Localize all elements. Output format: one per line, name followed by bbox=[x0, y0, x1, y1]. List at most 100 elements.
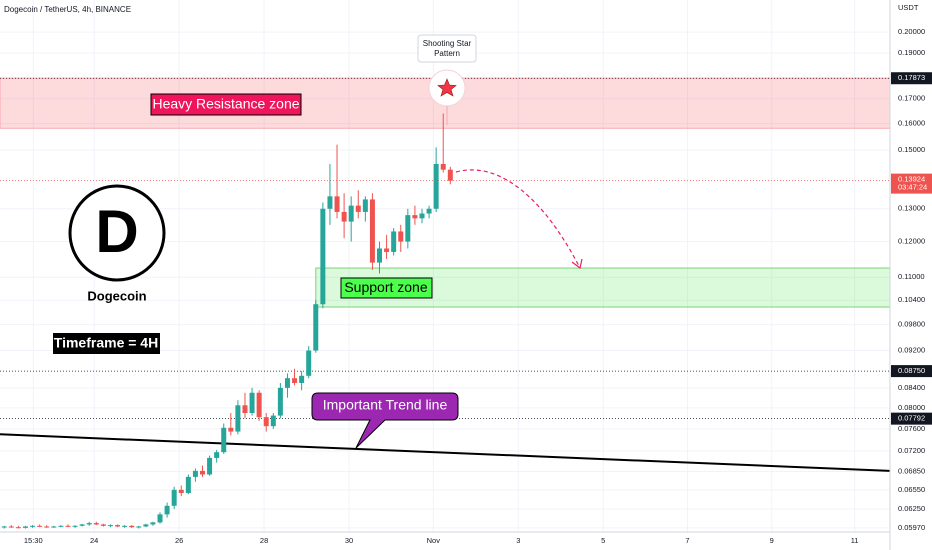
candle-body bbox=[8, 526, 14, 528]
y-tick-label: 0.15000 bbox=[898, 145, 925, 154]
candle-body bbox=[79, 524, 85, 526]
candle-body bbox=[72, 525, 78, 527]
support-label: Support zone bbox=[344, 279, 427, 295]
candle-body bbox=[51, 526, 57, 528]
axes: 0.20000 0.19000 0.17000 0.16000 0.15000 0.130… bbox=[24, 27, 932, 545]
candle-body bbox=[235, 405, 241, 432]
y-tick-label: 0.06550 bbox=[898, 485, 925, 494]
candle-body bbox=[65, 525, 71, 527]
x-tick-label: 26 bbox=[175, 536, 183, 545]
annotations: Heavy Resistance zone Support zone Timefra… bbox=[53, 34, 477, 449]
current-price-box bbox=[891, 173, 932, 194]
y-tick-label: 0.10400 bbox=[898, 295, 925, 304]
candle-body bbox=[228, 427, 234, 432]
candle-body bbox=[362, 199, 368, 212]
logo-name: Dogecoin bbox=[87, 288, 146, 303]
x-tick-label: 15:30 bbox=[24, 536, 43, 545]
candle-body bbox=[37, 525, 43, 527]
candle-body bbox=[214, 452, 220, 458]
trend-line bbox=[0, 433, 891, 472]
candle-body bbox=[199, 470, 205, 475]
candle-body bbox=[178, 489, 184, 493]
level-label: 0.07792 bbox=[898, 414, 925, 423]
x-tick-label: 3 bbox=[516, 536, 520, 545]
x-tick-label: 28 bbox=[260, 536, 268, 545]
y-axis-unit: USDT bbox=[898, 3, 919, 12]
candle-body bbox=[306, 350, 312, 376]
candle-body bbox=[185, 476, 191, 493]
candle-body bbox=[129, 525, 135, 528]
candle-body bbox=[292, 378, 298, 383]
resistance-label: Heavy Resistance zone bbox=[152, 96, 299, 112]
candle-body bbox=[100, 524, 106, 526]
pattern-note-box bbox=[417, 34, 477, 63]
x-tick-label: 7 bbox=[685, 536, 689, 545]
candle-body bbox=[192, 470, 198, 477]
candle-body bbox=[377, 248, 383, 263]
candle-body bbox=[93, 523, 99, 525]
y-tick-label: 0.13000 bbox=[898, 204, 925, 213]
level-label: 0.08750 bbox=[898, 366, 925, 375]
candle-body bbox=[157, 514, 163, 523]
candle-body bbox=[249, 392, 255, 413]
candle-body bbox=[242, 405, 248, 413]
candle-body bbox=[447, 169, 453, 181]
level-label-box bbox=[891, 72, 932, 85]
candle-body bbox=[86, 523, 92, 525]
candle-body bbox=[115, 525, 121, 527]
y-tick-label: 0.06850 bbox=[898, 466, 925, 475]
resistance-label-box bbox=[150, 93, 302, 116]
projection-arrow-head bbox=[571, 258, 583, 270]
timeframe-label: Timeframe = 4H bbox=[54, 335, 158, 351]
level-label: 0.17873 bbox=[898, 73, 925, 82]
candle-body bbox=[433, 163, 439, 209]
candle-body bbox=[391, 231, 397, 252]
trend-label-box bbox=[311, 392, 459, 449]
candle-body bbox=[270, 415, 276, 427]
grid bbox=[0, 0, 890, 532]
candle-body bbox=[1, 526, 7, 528]
x-tick-label: 24 bbox=[90, 536, 98, 545]
candle-body bbox=[440, 163, 446, 170]
y-tick-label: 0.16000 bbox=[898, 119, 925, 128]
trend-label: Important Trend line bbox=[323, 397, 448, 413]
y-tick-label: 0.08400 bbox=[898, 383, 925, 392]
candle-body bbox=[150, 522, 156, 525]
candle-body bbox=[256, 392, 262, 418]
candle-body bbox=[384, 248, 390, 252]
candle-body bbox=[355, 205, 361, 212]
countdown-label: 03:47:24 bbox=[898, 183, 927, 192]
y-tick-label: 0.17000 bbox=[898, 94, 925, 103]
candle-body bbox=[107, 525, 113, 527]
candle-body bbox=[164, 505, 170, 515]
candle-body bbox=[369, 199, 375, 263]
x-tick-label: 5 bbox=[601, 536, 605, 545]
level-label-box bbox=[891, 365, 932, 378]
y-tick-label: 0.09800 bbox=[898, 320, 925, 329]
logo-circle bbox=[68, 184, 166, 282]
timeframe-box bbox=[53, 333, 160, 354]
candle-body bbox=[207, 457, 213, 475]
candle-body bbox=[398, 231, 404, 242]
candle-body bbox=[348, 205, 354, 222]
y-tick-label: 0.19000 bbox=[898, 48, 925, 57]
candle-body bbox=[58, 525, 64, 527]
y-tick-label: 0.11000 bbox=[898, 272, 925, 281]
y-tick-label: 0.05970 bbox=[898, 523, 925, 532]
y-tick-label: 0.12000 bbox=[898, 237, 925, 246]
candle-body bbox=[30, 525, 36, 527]
candle-body bbox=[284, 378, 290, 388]
candle-body bbox=[277, 387, 283, 416]
x-tick-label: 11 bbox=[851, 536, 859, 545]
zones bbox=[0, 77, 891, 472]
candle-body bbox=[299, 375, 305, 383]
pattern-icon bbox=[437, 78, 457, 97]
candle-body bbox=[122, 525, 128, 527]
candle-body bbox=[426, 208, 432, 214]
candles bbox=[1, 113, 453, 529]
y-tick-label: 0.08000 bbox=[898, 403, 925, 412]
candle-body bbox=[412, 215, 418, 219]
candle-body bbox=[263, 417, 269, 427]
